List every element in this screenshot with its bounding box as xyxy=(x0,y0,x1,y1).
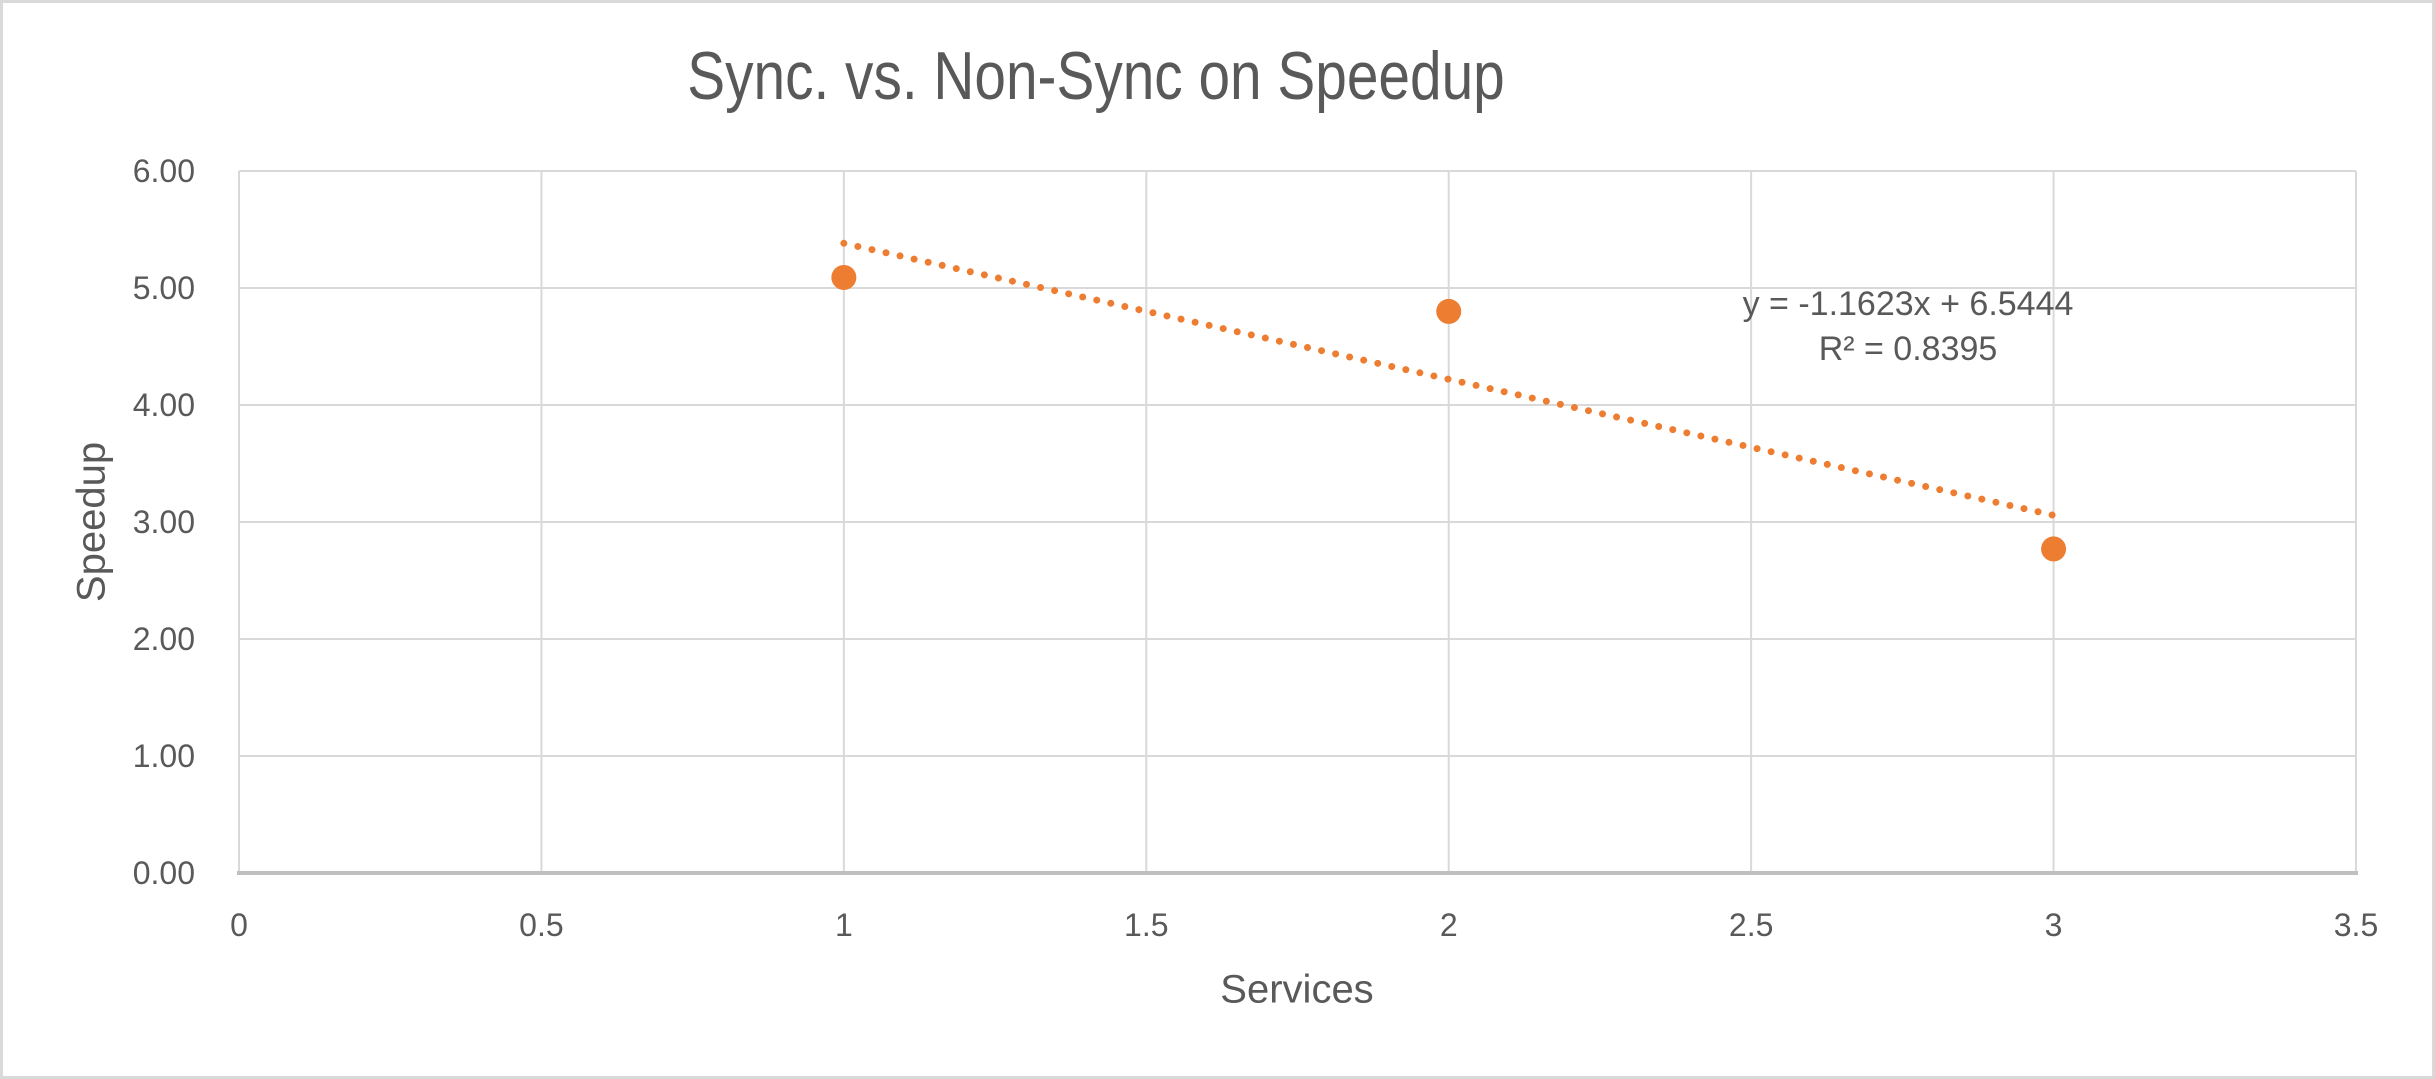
x-tick-label: 1.5 xyxy=(1124,907,1168,943)
x-tick-label: 0.5 xyxy=(519,907,563,943)
y-axis-title: Speedup xyxy=(69,441,114,603)
x-tick-label: 2 xyxy=(1440,907,1458,943)
x-tick-label: 3.5 xyxy=(2334,907,2378,943)
x-tick-label: 3 xyxy=(2045,907,2063,943)
data-point xyxy=(1436,298,1462,324)
x-tick-label: 2.5 xyxy=(1729,907,1773,943)
y-tick-label: 6.00 xyxy=(133,153,195,189)
data-point xyxy=(831,264,857,290)
y-tick-label: 2.00 xyxy=(133,621,195,657)
data-point xyxy=(2041,536,2067,562)
trendline-r-squared: R² = 0.8395 xyxy=(1818,330,1998,368)
y-tick-label: 5.00 xyxy=(133,270,195,306)
x-axis-title: Services xyxy=(1220,967,1374,1012)
trendline-equation: y = -1.1623x + 6.5444 xyxy=(1742,285,2074,323)
trendline-label: y = -1.1623x + 6.5444 R² = 0.8395 xyxy=(1743,282,2074,372)
chart-title: Sync. vs. Non-Sync on Speedup xyxy=(687,38,1505,114)
trendline xyxy=(840,239,2058,519)
x-tick-label: 0 xyxy=(230,907,248,943)
y-tick-label: 3.00 xyxy=(133,504,195,540)
y-tick-label: 1.00 xyxy=(133,738,195,774)
y-tick-label: 0.00 xyxy=(133,855,195,891)
x-tick-label: 1 xyxy=(835,907,853,943)
y-tick-label: 4.00 xyxy=(133,387,195,423)
